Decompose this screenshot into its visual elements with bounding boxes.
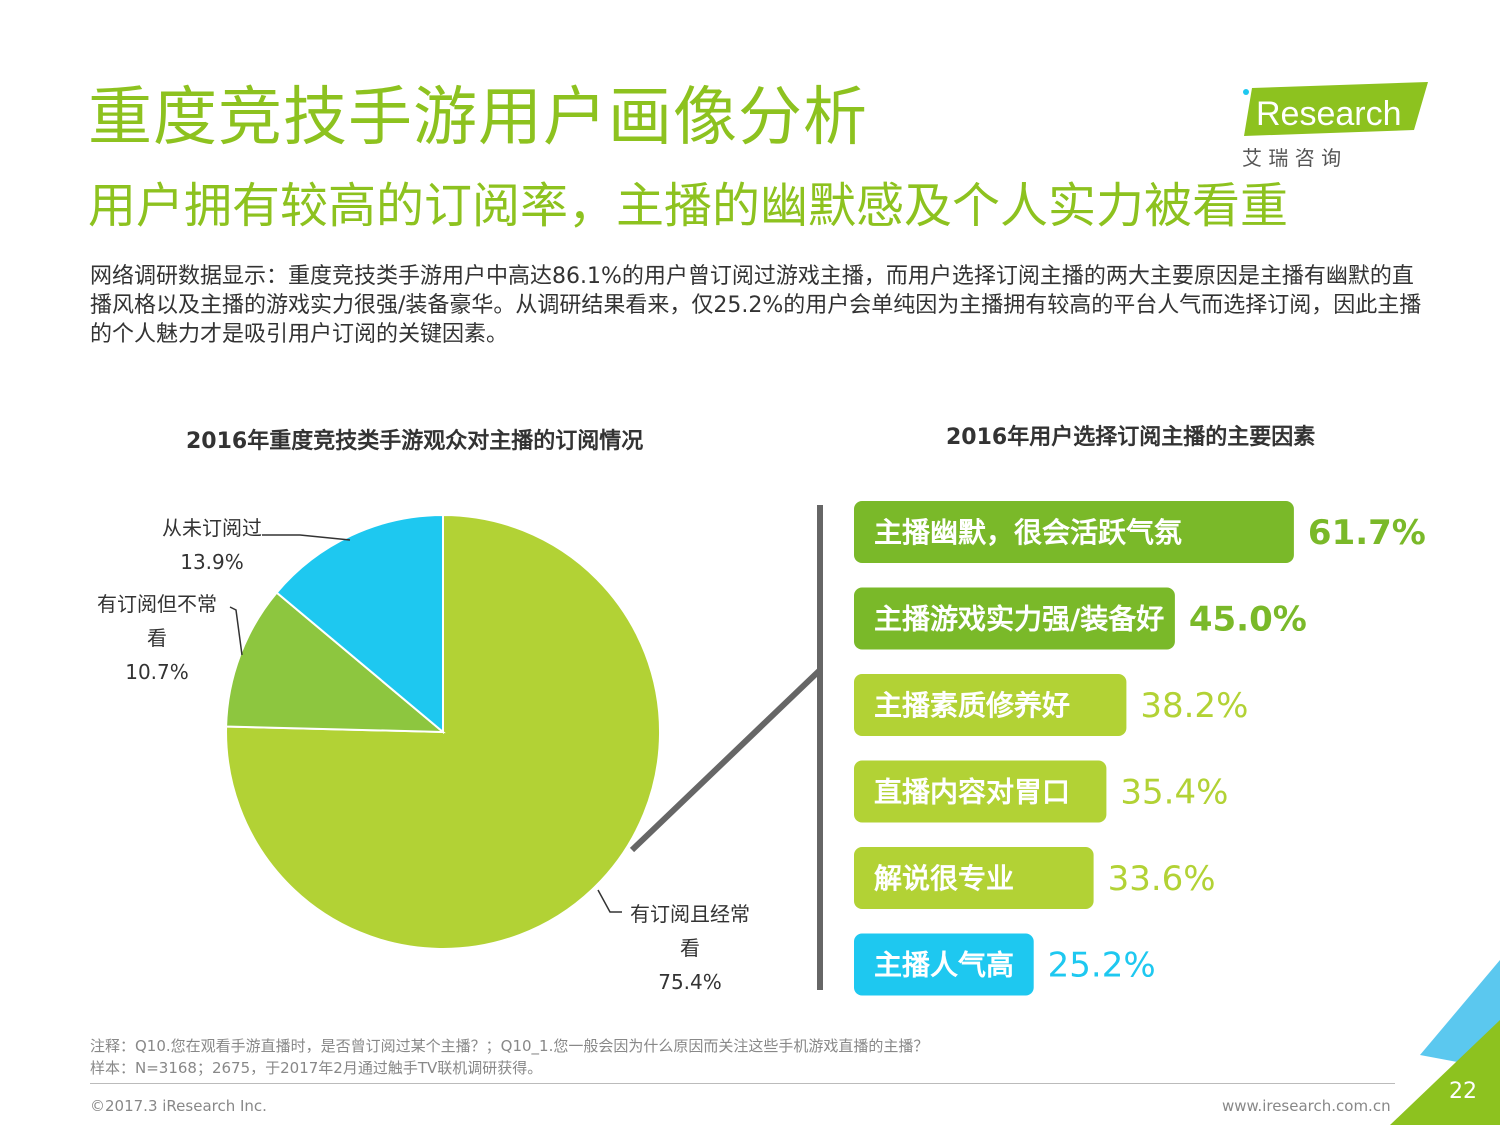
bar-value-label-5: 25.2% xyxy=(1048,946,1156,986)
pie-value-label-0: 75.4% xyxy=(658,970,722,994)
logo-i-dot xyxy=(1243,89,1249,95)
bar-category-label-4: 解说很专业 xyxy=(874,862,1014,895)
pie-label-1-line-1: 看 xyxy=(147,626,167,650)
pie-slice-1 xyxy=(225,591,446,734)
pie-slice-2 xyxy=(275,513,444,735)
bar-0 xyxy=(854,501,1294,563)
pie-label-1-line-0: 有订阅但不常 xyxy=(97,592,217,616)
bar-value-label-0: 61.7% xyxy=(1308,513,1426,553)
footnote-line-2: 样本：N=3168；2675，于2017年2月通过触手TV联机调研获得。 xyxy=(90,1059,543,1077)
intro-paragraph: 网络调研数据显示：重度竞技类手游用户中高达86.1%的用户曾订阅过游戏主播，而用… xyxy=(90,264,1422,347)
leader-line-frequent xyxy=(597,889,622,913)
pie-value-label-2: 13.9% xyxy=(180,550,244,574)
pie-label-0-line-1: 看 xyxy=(680,936,700,960)
bar-3 xyxy=(854,760,1107,823)
bar-chart-title: 2016年用户选择订阅主播的主要因素 xyxy=(946,425,1316,450)
leader-line-never xyxy=(262,534,351,541)
bar-value-label-3: 35.4% xyxy=(1120,773,1228,813)
logo-brand-i: i xyxy=(1240,95,1248,133)
bar-4 xyxy=(854,847,1094,909)
bar-value-label-4: 33.6% xyxy=(1108,859,1216,899)
footer-divider xyxy=(90,1083,1395,1084)
bar-value-label-1: 45.0% xyxy=(1189,600,1307,640)
website-link[interactable]: www.iresearch.com.cn xyxy=(1222,1097,1391,1115)
logo-brand-text: Research xyxy=(1256,95,1402,133)
pie-chart-title: 2016年重度竞技类手游观众对主播的订阅情况 xyxy=(186,429,644,454)
bar-value-label-2: 38.2% xyxy=(1140,686,1248,726)
footnote-line-1: 注释：Q10.您在观看手游直播时，是否曾订阅过某个主播？；Q10_1.您一般会因… xyxy=(90,1037,929,1055)
pie-slices xyxy=(225,513,662,950)
corner-decoration xyxy=(1390,960,1500,1125)
pie-label-0-line-0: 有订阅且经常 xyxy=(630,902,750,926)
bar-category-label-3: 直播内容对胃口 xyxy=(874,776,1070,809)
bar-category-label-1: 主播游戏实力强/装备好 xyxy=(874,603,1164,636)
logo-banner xyxy=(1244,82,1428,136)
corner-green-shard xyxy=(1390,1020,1500,1125)
iresearch-logo: i Research 艾 瑞 咨 询 xyxy=(1240,82,1428,170)
logo-tagline: 艾 瑞 咨 询 xyxy=(1242,146,1341,170)
pie-leader-lines xyxy=(229,534,622,913)
copyright-text: ©2017.3 iResearch Inc. xyxy=(90,1097,267,1115)
bar-1 xyxy=(854,587,1175,650)
bar-category-label-2: 主播素质修养好 xyxy=(874,689,1070,722)
bar-5 xyxy=(854,933,1034,996)
bar-2 xyxy=(854,674,1127,736)
chart-connector xyxy=(629,505,823,990)
page-number: 22 xyxy=(1449,1079,1477,1104)
page-subtitle: 用户拥有较高的订阅率，主播的幽默感及个人实力被看重 xyxy=(88,178,1289,234)
page-title: 重度竞技手游用户画像分析 xyxy=(88,81,868,155)
subscription-factors-bar-chart: 主播幽默，很会活跃气氛 61.7% 主播游戏实力强/装备好 45.0% 主播素质修养好 3… xyxy=(854,501,1426,996)
connector-diagonal xyxy=(629,667,823,853)
pie-value-label-1: 10.7% xyxy=(125,660,189,684)
pie-label-2-line-0: 从未订阅过 xyxy=(162,516,262,540)
bar-category-label-0: 主播幽默，很会活跃气氛 xyxy=(874,516,1182,549)
bar-category-label-5: 主播人气高 xyxy=(874,949,1014,982)
leader-line-occasional xyxy=(229,606,243,656)
footnote: 注释：Q10.您在观看手游直播时，是否曾订阅过某个主播？；Q10_1.您一般会因… xyxy=(90,1035,928,1079)
